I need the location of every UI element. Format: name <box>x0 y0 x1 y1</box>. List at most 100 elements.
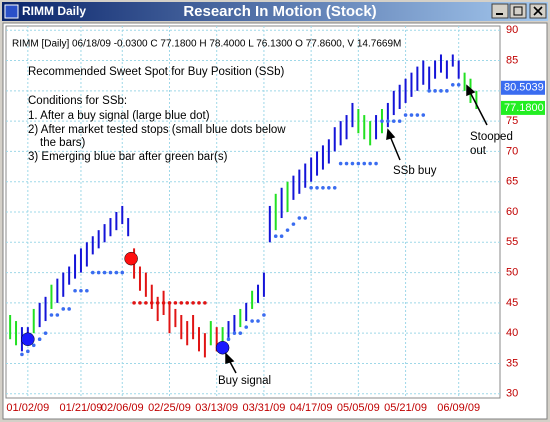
y-tick-label: 35 <box>506 357 518 369</box>
y-tick-label: 45 <box>506 297 518 309</box>
stop-dot <box>132 301 136 305</box>
stop-dot <box>350 161 355 166</box>
stop-dot <box>362 161 367 166</box>
stop-dot <box>279 234 284 239</box>
arrow-head <box>386 128 396 141</box>
note: Recommended Sweet Spot for Buy Position … <box>28 66 284 78</box>
stop-dot <box>55 313 60 317</box>
stop-dot <box>167 301 172 305</box>
stop-dot <box>338 161 343 166</box>
stop-dot <box>297 216 302 220</box>
arrow-head <box>225 352 235 364</box>
stop-dot <box>456 82 461 87</box>
stop-dot <box>380 119 384 123</box>
stop-dot <box>20 352 24 357</box>
x-tick-label: 01/21/09 <box>60 402 103 414</box>
y-tick-label: 90 <box>506 24 518 36</box>
minimize-button[interactable] <box>491 3 509 19</box>
stop-dot <box>31 343 36 348</box>
stop-dot <box>114 270 119 275</box>
stop-dot <box>421 113 426 117</box>
stop-dot <box>232 331 237 335</box>
annotation: Stooped <box>470 131 513 143</box>
note: Conditions for SSb: <box>28 95 127 107</box>
close-icon <box>533 6 543 16</box>
arrow <box>389 135 401 161</box>
price-label-box <box>501 100 545 115</box>
stop-dot <box>49 313 54 317</box>
stop-dot <box>433 89 437 93</box>
stop-dot <box>368 161 372 166</box>
stop-dot <box>291 222 296 226</box>
annotation: out <box>470 145 487 157</box>
note: 1. After a buy signal (large blue dot) <box>28 110 210 122</box>
stop-dot <box>427 89 431 93</box>
stop-dot <box>238 331 243 335</box>
stop-dot <box>445 89 449 93</box>
y-tick-label: 75 <box>506 115 518 127</box>
stop-dot <box>303 216 308 220</box>
stop-dot <box>244 325 249 329</box>
signal-dot <box>215 340 230 355</box>
y-tick-label: 40 <box>506 327 518 339</box>
y-tick-label: 55 <box>506 236 518 248</box>
stop-dot <box>61 307 66 311</box>
stop-dot <box>386 119 390 123</box>
window-buttons[interactable] <box>491 3 547 19</box>
stop-dot <box>185 301 189 305</box>
stop-dot <box>397 119 402 123</box>
stop-dot <box>327 185 331 190</box>
x-tick-label: 02/25/09 <box>148 402 191 414</box>
stop-dot <box>96 270 101 275</box>
x-tick-label: 05/21/09 <box>384 402 427 414</box>
title-bar <box>2 2 548 21</box>
x-tick-label: 03/13/09 <box>195 402 238 414</box>
stop-dot <box>67 307 71 311</box>
stop-dot <box>250 319 254 323</box>
maximize-button[interactable] <box>509 3 527 19</box>
x-tick-label: 03/31/09 <box>243 402 286 414</box>
stop-dot <box>415 113 420 117</box>
annotation: Buy signal <box>218 375 271 387</box>
y-tick-label: 70 <box>506 145 518 157</box>
app-icon <box>4 4 19 19</box>
x-tick-label: 05/05/09 <box>337 402 380 414</box>
stop-dot <box>226 337 231 342</box>
x-tick-label: 04/17/09 <box>290 402 333 414</box>
stop-dot <box>439 89 443 93</box>
stop-dot <box>409 113 414 117</box>
stop-dot <box>403 113 408 117</box>
stop-dot <box>79 288 83 293</box>
x-tick-label: 06/09/09 <box>437 402 480 414</box>
stop-dot <box>344 161 349 166</box>
stop-dot <box>450 82 455 87</box>
y-tick-label: 60 <box>506 206 518 218</box>
stop-dot <box>173 301 178 305</box>
arrow-head <box>466 84 476 97</box>
plot: 3035404550556065707580859001/02/0901/21/… <box>5 24 545 414</box>
stop-dot <box>149 301 154 305</box>
stop-dot <box>315 185 319 190</box>
chart-header: RIMM [Daily] 06/18/09 -0.0300 C 77.1800 … <box>12 39 401 50</box>
note: 2) After market tested stops (small blue… <box>28 124 286 136</box>
stop-dot <box>203 301 207 305</box>
price-label-box <box>501 80 545 95</box>
stop-dot <box>321 185 325 190</box>
signal-dot <box>124 251 138 266</box>
x-tick-label: 02/06/09 <box>101 402 144 414</box>
signal-dot <box>21 332 35 346</box>
stop-dot <box>26 349 30 354</box>
stop-dot <box>391 119 396 123</box>
stop-dot <box>102 270 107 275</box>
stop-dot <box>85 288 89 293</box>
y-tick-label: 50 <box>506 266 518 278</box>
y-tick-label: 85 <box>506 54 518 66</box>
stop-dot <box>179 301 184 305</box>
stop-dot <box>90 270 95 275</box>
note: 3) Emerging blue bar after green bar(s) <box>28 151 228 163</box>
stop-dot <box>43 331 48 335</box>
stop-dot <box>161 301 166 305</box>
stop-dot <box>138 301 142 305</box>
annotation: SSb buy <box>393 165 437 177</box>
